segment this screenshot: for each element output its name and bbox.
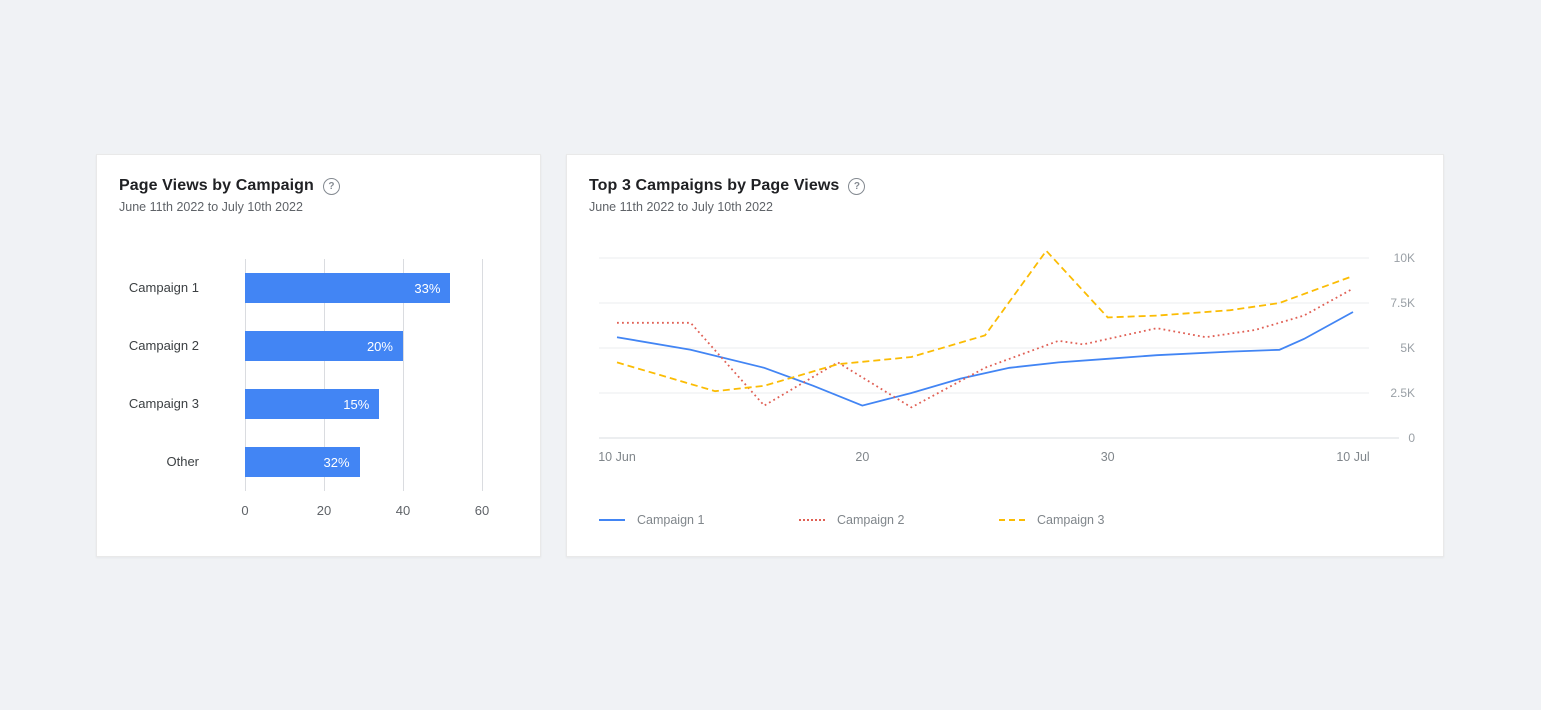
line-card-header: Top 3 Campaigns by Page Views ? June 11t… <box>567 155 1443 214</box>
line-chart-legend: Campaign 1 Campaign 2 Campaign 3 <box>599 513 1199 527</box>
bar-campaign-1[interactable]: 33% <box>245 273 451 303</box>
x-axis-tick-label: 10 Jun <box>598 450 636 464</box>
bar-value-label: 20% <box>366 338 393 354</box>
y-axis-tick-label: 5K <box>1400 341 1415 355</box>
legend-swatch-campaign-2 <box>799 519 825 521</box>
x-axis-tick-label: 30 <box>1100 450 1115 464</box>
category-label-campaign-3: Campaign 3 <box>128 396 199 411</box>
legend-label-campaign-1: Campaign 1 <box>637 513 705 527</box>
legend-swatch-campaign-1 <box>599 519 625 521</box>
line-chart-card: Top 3 Campaigns by Page Views ? June 11t… <box>566 154 1444 557</box>
legend-item-campaign-1[interactable]: Campaign 1 <box>599 513 799 527</box>
bar-chart-card: Page Views by Campaign ? June 11th 2022 … <box>96 154 541 557</box>
x-gridline <box>323 259 325 491</box>
bar-value-label: 32% <box>323 454 350 470</box>
legend-item-campaign-2[interactable]: Campaign 2 <box>799 513 999 527</box>
x-axis-tick-label: 20 <box>316 503 332 518</box>
series-line-campaign-3[interactable] <box>616 249 1354 393</box>
bar-value-label: 33% <box>414 280 441 296</box>
x-axis-tick-label: 60 <box>474 503 490 518</box>
line-chart-subtitle: June 11th 2022 to July 10th 2022 <box>589 200 773 214</box>
x-axis-tick-label: 20 <box>855 450 870 464</box>
y-axis-tick-label: 0 <box>1408 431 1415 445</box>
x-axis-tick-label: 10 Jul <box>1336 450 1370 464</box>
bar-chart: Campaign 1 Campaign 2 Campaign 3 Other 33% 20… <box>117 259 520 549</box>
x-gridline <box>482 259 483 491</box>
line-chart-title: Top 3 Campaigns by Page Views <box>589 177 840 194</box>
y-axis-tick-label: 10K <box>1393 251 1415 265</box>
category-label-other: Other <box>166 454 199 469</box>
category-label-campaign-1: Campaign 1 <box>128 280 199 295</box>
legend-swatch-campaign-3 <box>999 519 1025 521</box>
help-icon[interactable]: ? <box>322 177 340 195</box>
y-axis-tick-label: 2.5K <box>1390 386 1415 400</box>
bar-campaign-3[interactable]: 15% <box>245 389 380 419</box>
bar-category-labels: Campaign 1 Campaign 2 Campaign 3 Other <box>117 259 199 491</box>
x-gridline <box>245 259 246 491</box>
category-label-campaign-2: Campaign 2 <box>128 338 199 353</box>
x-axis-tick-label: 0 <box>241 503 249 518</box>
bar-card-header: Page Views by Campaign ? June 11th 2022 … <box>97 155 540 214</box>
y-axis-tick-label: 7.5K <box>1390 296 1415 310</box>
x-gridline <box>402 259 404 491</box>
bar-x-axis: 0 20 40 60 <box>241 503 489 521</box>
x-axis-tick-label: 40 <box>395 503 411 518</box>
bar-value-label: 15% <box>343 396 370 412</box>
legend-label-campaign-2: Campaign 2 <box>837 513 905 527</box>
bar-chart-title: Page Views by Campaign <box>119 177 314 194</box>
help-icon[interactable]: ? <box>848 177 866 195</box>
bar-campaign-2[interactable]: 20% <box>245 331 403 361</box>
line-chart: 0 2.5K 5K 7.5K 10K 10 Jun 20 30 10 Jul <box>567 155 1443 556</box>
bar-plot-area: 33% 20% 15% 32% <box>245 259 483 491</box>
bar-other[interactable]: 32% <box>245 447 360 477</box>
series-line-campaign-1[interactable] <box>616 311 1354 407</box>
legend-item-campaign-3[interactable]: Campaign 3 <box>999 513 1199 527</box>
legend-label-campaign-3: Campaign 3 <box>1037 513 1105 527</box>
line-chart-plot <box>599 249 1399 439</box>
bar-chart-subtitle: June 11th 2022 to July 10th 2022 <box>119 200 303 214</box>
